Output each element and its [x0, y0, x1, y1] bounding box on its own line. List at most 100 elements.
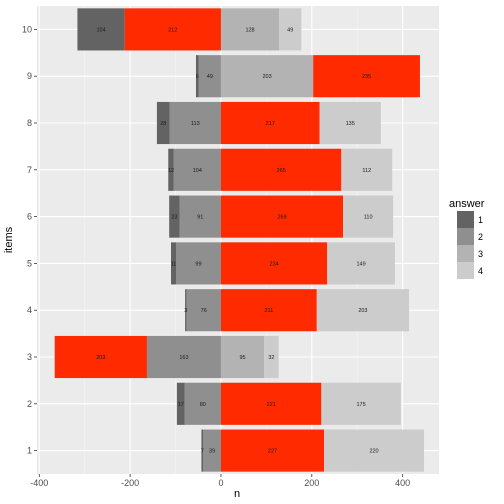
bar-value-label: 95 — [239, 355, 245, 361]
bar-value-label: 99 — [195, 261, 201, 267]
x-tick-label: 0 — [218, 478, 223, 488]
bar-value-label: 175 — [357, 402, 366, 408]
bar-segment — [264, 335, 279, 379]
bar-segment — [327, 242, 395, 285]
bar-segment — [156, 101, 170, 145]
y-tick-labels: 1 2 3 4 5 6 7 8 9 10 — [22, 24, 37, 456]
bar-value-label: 112 — [362, 168, 371, 174]
x-tick-label: 400 — [395, 478, 410, 488]
y-tick-label: 5 — [27, 258, 32, 268]
bar-segment — [279, 8, 302, 51]
bar-value-label: 49 — [287, 27, 293, 33]
bar-segment — [220, 195, 344, 238]
bar-segment — [201, 429, 204, 472]
bar-segment — [220, 101, 320, 145]
bar-segment — [171, 242, 176, 285]
legend-key — [457, 245, 474, 262]
bar-segment — [220, 55, 314, 98]
bar-value-label: 203 — [358, 308, 367, 314]
bar-value-label: 203 — [96, 355, 105, 361]
y-tick-label: 8 — [27, 118, 32, 128]
bar-value-label: 211 — [264, 308, 273, 314]
bar-segment — [169, 101, 221, 145]
bar-segment — [175, 242, 221, 285]
bar-segment — [179, 195, 221, 238]
legend-label: 4 — [478, 266, 483, 276]
y-tick-label: 10 — [22, 24, 32, 34]
bar-value-label: 7 — [201, 449, 204, 455]
bar-segment — [220, 8, 280, 51]
bar-value-label: 91 — [197, 215, 203, 221]
x-tick-label: -200 — [121, 478, 139, 488]
x-axis-title: n — [234, 488, 240, 500]
bar-segment — [169, 195, 180, 238]
bar-segment — [313, 55, 420, 98]
legend-key — [457, 228, 474, 245]
bar-segment — [54, 335, 147, 379]
bar-value-label: 265 — [277, 168, 286, 174]
bar-value-label: 221 — [267, 402, 276, 408]
bar-value-label: 32 — [268, 355, 274, 361]
bar-segment — [195, 55, 199, 98]
bar-value-label: 163 — [179, 355, 188, 361]
bar-value-label: 104 — [193, 168, 202, 174]
bar-value-label: 110 — [364, 215, 373, 221]
bar-segment — [176, 382, 185, 425]
y-tick-label: 6 — [27, 212, 32, 222]
bar-segment — [77, 8, 125, 51]
bar-segment — [324, 429, 425, 472]
bar-value-label: 23 — [171, 215, 177, 221]
bar-segment — [220, 242, 328, 285]
bar-value-label: 220 — [369, 449, 378, 455]
bar-value-label: 135 — [346, 121, 355, 127]
bar-segment — [220, 289, 317, 332]
bar-segment — [321, 382, 401, 425]
bar-segment — [146, 335, 221, 379]
y-tick-label: 9 — [27, 71, 32, 81]
bar-value-label: 28 — [160, 121, 166, 127]
bar-value-label: 149 — [357, 261, 366, 267]
bar-value-label: 39 — [209, 449, 215, 455]
y-tick-label: 7 — [27, 165, 32, 175]
bar-value-label: 6 — [196, 74, 199, 80]
bar-value-label: 76 — [201, 308, 207, 314]
x-tick-labels: -400 -200 0 200 400 — [30, 474, 410, 488]
bar-segment — [220, 429, 325, 472]
bar-value-label: 113 — [191, 121, 200, 127]
y-tick-label: 2 — [27, 399, 32, 409]
bar-segment — [220, 382, 322, 425]
bar-value-label: 104 — [96, 27, 105, 33]
bar-segment — [220, 335, 265, 379]
y-tick-label: 3 — [27, 352, 32, 362]
bar-segment — [341, 148, 393, 191]
bar-value-label: 128 — [245, 27, 254, 33]
legend-key — [457, 262, 474, 279]
bar-segment — [203, 429, 221, 472]
x-tick-label: 200 — [304, 478, 319, 488]
bar-segment — [343, 195, 394, 238]
bar-segment — [168, 148, 174, 191]
bar-segment — [173, 148, 221, 191]
bars: 39 7 227 220 80 17 221 175 163 203 95 32 76 3 211 203 99… — [54, 8, 425, 472]
legend: answer 1 2 3 4 — [449, 198, 485, 279]
bar-value-label: 80 — [200, 402, 206, 408]
bar-value-label: 12 — [168, 168, 174, 174]
bar-value-label: 203 — [262, 74, 271, 80]
legend-label: 2 — [478, 232, 483, 242]
bar-value-label: 269 — [277, 215, 286, 221]
legend-label: 3 — [478, 249, 483, 259]
y-tick-label: 1 — [27, 446, 32, 456]
x-tick-label: -400 — [30, 478, 48, 488]
bar-segment — [220, 148, 342, 191]
y-tick-label: 4 — [27, 305, 32, 315]
bar-value-label: 227 — [268, 449, 277, 455]
legend-key — [457, 211, 474, 228]
bar-segment — [186, 289, 221, 332]
bar-value-label: 235 — [362, 74, 371, 80]
legend-label: 1 — [478, 215, 483, 225]
bar-value-label: 49 — [207, 74, 213, 80]
bar-value-label: 3 — [184, 308, 187, 314]
y-axis-title: items — [3, 226, 15, 253]
legend-title: answer — [449, 198, 485, 210]
